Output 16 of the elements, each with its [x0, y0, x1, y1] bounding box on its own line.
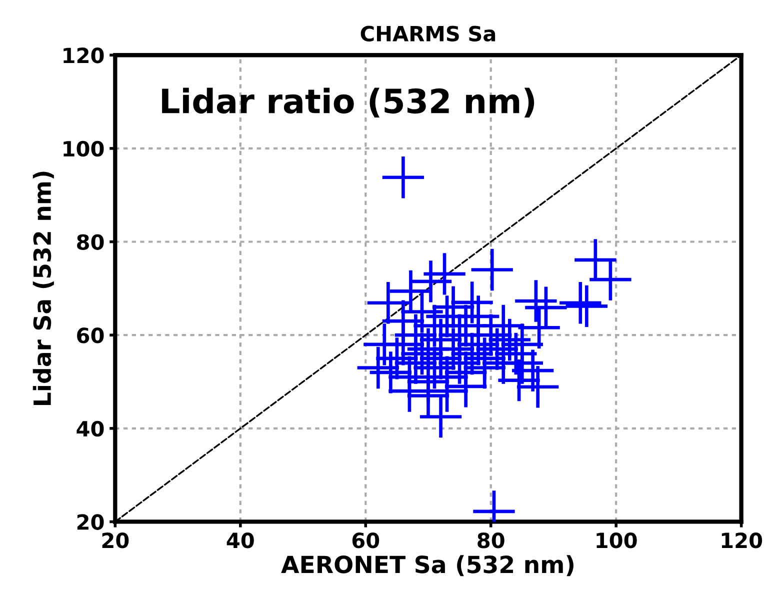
y-tick-label: 100 [64, 140, 104, 157]
y-tick-label: 20 [77, 514, 104, 530]
y-tick-label: 60 [77, 328, 104, 344]
x-axis-title: AERONET Sa (532 nm) [281, 555, 574, 576]
chart-title: CHARMS Sa [360, 26, 496, 42]
x-tick-label: 60 [352, 532, 380, 548]
x-tick-label: 20 [102, 532, 129, 548]
x-tick-label: 80 [478, 532, 504, 548]
y-tick-label: 80 [77, 234, 104, 250]
annotation: Lidar ratio (532 nm) [162, 88, 534, 118]
y-tick-label: 120 [64, 48, 104, 64]
y-tick-label: 40 [76, 420, 104, 437]
x-tick-label: 40 [226, 532, 254, 548]
x-tick-label: 120 [722, 532, 762, 548]
y-axis-title: Lidar Sa (532 nm) [32, 172, 54, 405]
x-tick-label: 100 [596, 532, 637, 548]
